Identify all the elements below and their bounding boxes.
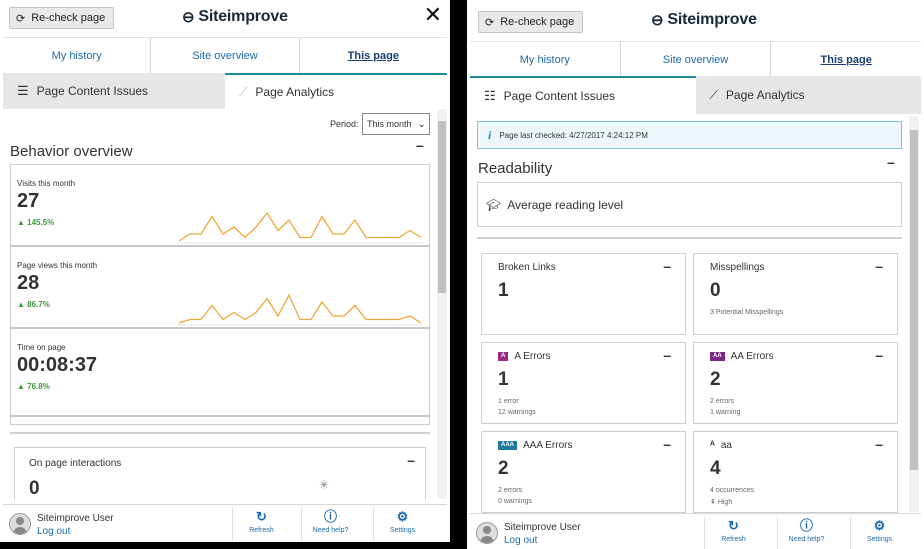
top-bar: ⟳ Re-check page ⊖ Siteimprove: [467, 0, 924, 40]
footer: Siteimprove User Log out ↻ Refresh ⓘ Need …: [470, 513, 921, 549]
chevron-down-icon: ⌄: [417, 118, 426, 130]
refresh-icon: ⟳: [16, 12, 26, 25]
refresh-icon: ↻: [728, 518, 739, 533]
refresh-button[interactable]: ↻ Refresh: [704, 517, 762, 549]
behavior-overview-title: Behavior overview: [10, 143, 133, 160]
nav-site-overview[interactable]: Site overview: [151, 38, 300, 73]
siteimprove-logo-icon: ⊖: [182, 9, 195, 26]
metric-visits: Visits this month 27 ▲ 145.5%: [11, 165, 429, 247]
card-misspellings[interactable]: Misspellings – 0 3 Potential Misspelling…: [693, 253, 898, 335]
logout-link[interactable]: Log out: [504, 535, 538, 546]
refresh-button[interactable]: ↻ Refresh: [232, 508, 290, 540]
main-nav: My history Site overview This page: [3, 37, 447, 73]
collapse-readability-button[interactable]: –: [887, 154, 895, 170]
up-arrow-icon: ▲: [17, 300, 28, 309]
collapse-card-button[interactable]: –: [663, 436, 671, 452]
text-size-icon: ᴬ: [710, 440, 715, 451]
lines-icon: ☰: [17, 83, 29, 98]
help-icon: ⓘ: [323, 509, 337, 524]
analytics-content: Period: This month ⌄ Behavior overview –…: [3, 109, 434, 500]
tab-page-analytics[interactable]: ⟋ Page Analytics: [225, 73, 447, 109]
recheck-page-button[interactable]: ⟳ Re-check page: [478, 11, 584, 33]
up-arrow-icon: ▲: [17, 382, 28, 391]
page-tabs: ☰ Page Content Issues ⟋ Page Analytics: [3, 73, 447, 109]
refresh-icon: ↻: [256, 509, 267, 524]
collapse-card-button[interactable]: –: [875, 347, 883, 363]
visits-sparkline: [177, 211, 423, 244]
collapse-behavior-button[interactable]: –: [416, 137, 424, 153]
page-views-sparkline: [177, 293, 423, 326]
sparkline-line: [178, 293, 422, 324]
refresh-icon: ⟳: [485, 16, 495, 29]
up-arrow-icon: ▲: [17, 218, 28, 227]
section-divider: [10, 432, 430, 434]
graduation-cap-icon: 🎓︎: [486, 197, 502, 212]
gear-icon: ⚙: [396, 509, 409, 524]
nav-site-overview[interactable]: Site overview: [621, 42, 772, 77]
card-aa-errors[interactable]: AA AA Errors – 2 2 errors 1 warning: [693, 342, 898, 424]
info-icon: i: [488, 127, 492, 142]
aaa-badge-icon: AAA: [498, 441, 517, 450]
collapse-card-button[interactable]: –: [663, 258, 671, 274]
period-label: Period:: [330, 119, 359, 129]
settings-button[interactable]: ⚙ Settings: [373, 508, 431, 540]
aa-badge-icon: AA: [710, 352, 725, 361]
on-page-interactions: On page interactions – 0 ✳: [14, 447, 426, 500]
siteimprove-logo: ⊖ Siteimprove: [651, 11, 757, 29]
main-nav: My history Site overview This page: [470, 41, 921, 77]
siteimprove-logo: ⊖ Siteimprove: [182, 8, 288, 26]
last-checked-notice: i Page last checked: 4/27/2017 4:24:12 P…: [477, 121, 902, 149]
metric-page-views: Page views this month 28 ▲ 86.7%: [11, 247, 429, 329]
collapse-interactions-button[interactable]: –: [407, 452, 415, 468]
scrollbar-thumb[interactable]: [910, 130, 918, 470]
collapse-card-button[interactable]: –: [875, 436, 883, 452]
sparkline-line: [178, 211, 422, 242]
footer: Siteimprove User Log out ↻ Refresh ⓘ Need …: [3, 504, 447, 542]
a-badge-icon: A: [498, 352, 509, 361]
nav-my-history[interactable]: My history: [3, 38, 152, 73]
tab-page-content-issues[interactable]: ☰ Page Content Issues: [3, 73, 225, 109]
top-bar: ⟳ Re-check page ⊖ Siteimprove ✕: [0, 0, 450, 36]
analytics-panel: ⟳ Re-check page ⊖ Siteimprove ✕ My histo…: [0, 0, 450, 542]
card-a-errors[interactable]: A A Errors – 1 1 error 12 warnings: [481, 342, 686, 424]
avatar: [9, 513, 31, 535]
list-icon: ☷: [484, 88, 496, 103]
collapse-card-button[interactable]: –: [875, 258, 883, 274]
scrollbar[interactable]: [437, 109, 447, 499]
nav-this-page[interactable]: This page: [820, 53, 872, 66]
collapse-card-button[interactable]: –: [663, 347, 671, 363]
loading-spinner-icon: ✳: [319, 478, 330, 492]
tab-page-analytics[interactable]: ⟋ Page Analytics: [695, 76, 921, 114]
help-button[interactable]: ⓘ Need help?: [301, 508, 359, 540]
trend-icon: ⟋: [239, 84, 248, 99]
nav-this-page[interactable]: This page: [347, 49, 399, 62]
card-broken-links[interactable]: Broken Links – 1: [481, 253, 686, 335]
card-aaa-errors[interactable]: AAA AAA Errors – 2 2 errors 0 warnings: [481, 431, 686, 513]
gear-icon: ⚙: [873, 518, 886, 533]
behavior-metrics: Visits this month 27 ▲ 145.5% Page views…: [10, 164, 430, 425]
siteimprove-logo-icon: ⊖: [651, 12, 664, 29]
content-issues-panel: ⟳ Re-check page ⊖ Siteimprove My history…: [467, 0, 924, 549]
scrollbar-thumb[interactable]: [438, 121, 446, 293]
period-select[interactable]: This month ⌄: [362, 113, 430, 135]
close-icon[interactable]: ✕: [423, 2, 442, 27]
section-divider: [477, 237, 902, 239]
help-button[interactable]: ⓘ Need help?: [777, 517, 835, 549]
scrollbar[interactable]: [909, 116, 919, 512]
reading-level-row[interactable]: 🎓︎ Average reading level: [477, 182, 902, 227]
readability-title: Readability: [478, 160, 553, 177]
avatar: [476, 522, 498, 544]
trend-icon: ⟋: [709, 87, 718, 102]
priority-high-icon: ⇞: [710, 499, 718, 506]
tab-page-content-issues[interactable]: ☷ Page Content Issues: [470, 76, 696, 114]
help-icon: ⓘ: [799, 518, 813, 533]
recheck-page-button[interactable]: ⟳ Re-check page: [9, 7, 115, 29]
settings-button[interactable]: ⚙ Settings: [850, 517, 908, 549]
card-aa-occurrences[interactable]: ᴬ aa – 4 4 occurrences ⇞ High: [693, 431, 898, 513]
nav-my-history[interactable]: My history: [470, 42, 621, 77]
logout-link[interactable]: Log out: [37, 526, 71, 537]
metric-time-on-page: Time on page 00:08:37 ▲ 76.8%: [11, 329, 429, 417]
page-tabs: ☷ Page Content Issues ⟋ Page Analytics: [470, 76, 921, 114]
